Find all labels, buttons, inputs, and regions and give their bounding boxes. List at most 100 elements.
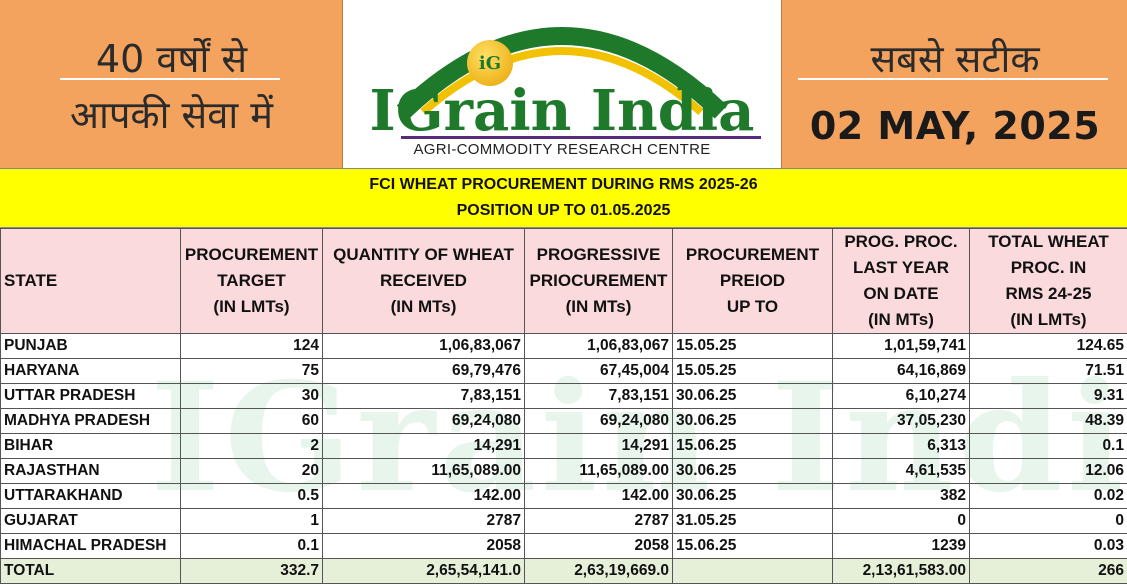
total-progressive: 2,63,19,669.0 bbox=[524, 558, 673, 584]
cell-total-prev: 0.1 bbox=[969, 433, 1127, 459]
cell-state: HARYANA bbox=[0, 358, 181, 384]
total-period bbox=[672, 558, 833, 584]
table-row: GUJARAT 1 2787 2787 31.05.25 0 0 bbox=[0, 508, 1127, 534]
tagline-line-2: आपकी सेवा में bbox=[70, 93, 273, 137]
cell-last-year: 382 bbox=[832, 483, 970, 509]
logo-subtitle: AGRI-COMMODITY RESEARCH CENTRE bbox=[413, 141, 711, 158]
cell-target: 0.5 bbox=[180, 483, 323, 509]
tagline-line-1: 40 वर्षों से bbox=[95, 37, 248, 81]
cell-last-year: 1239 bbox=[832, 533, 970, 559]
cell-last-year: 4,61,535 bbox=[832, 458, 970, 484]
total-received: 2,65,54,141.0 bbox=[322, 558, 525, 584]
cell-progressive: 1,06,83,067 bbox=[524, 333, 673, 359]
cell-period: 30.06.25 bbox=[672, 383, 833, 409]
cell-progressive: 69,24,080 bbox=[524, 408, 673, 434]
procurement-table: STATE PROCUREMENT TARGET (IN LMTs) QUANTIT… bbox=[0, 228, 1127, 584]
tagline-panel: 40 वर्षों से आपकी सेवा में bbox=[0, 0, 343, 168]
logo-badge-icon: iG bbox=[467, 40, 513, 86]
cell-last-year: 1,01,59,741 bbox=[832, 333, 970, 359]
cell-state: UTTARAKHAND bbox=[0, 483, 181, 509]
cell-total-prev: 48.39 bbox=[969, 408, 1127, 434]
cell-received: 2058 bbox=[322, 533, 525, 559]
logo-title: IGrain India bbox=[369, 78, 755, 144]
total-label: TOTAL bbox=[0, 558, 181, 584]
col-header-state: STATE bbox=[0, 228, 181, 334]
logo-arc-graphic bbox=[396, 27, 728, 119]
cell-progressive: 2787 bbox=[524, 508, 673, 534]
cell-total-prev: 9.31 bbox=[969, 383, 1127, 409]
cell-period: 30.06.25 bbox=[672, 408, 833, 434]
cell-received: 69,79,476 bbox=[322, 358, 525, 384]
cell-target: 2 bbox=[180, 433, 323, 459]
logo-underline bbox=[401, 136, 761, 139]
cell-received: 14,291 bbox=[322, 433, 525, 459]
cell-last-year: 0 bbox=[832, 508, 970, 534]
cell-state: BIHAR bbox=[0, 433, 181, 459]
logo-panel: iG IGrain India AGRI-COMMODITY RESEARCH … bbox=[343, 0, 781, 168]
cell-total-prev: 71.51 bbox=[969, 358, 1127, 384]
cell-state: RAJASTHAN bbox=[0, 458, 181, 484]
cell-progressive: 11,65,089.00 bbox=[524, 458, 673, 484]
table-row: UTTAR PRADESH 30 7,83,151 7,83,151 30.06… bbox=[0, 383, 1127, 409]
cell-target: 1 bbox=[180, 508, 323, 534]
col-header-total-prev: TOTAL WHEAT PROC. IN RMS 24-25 (IN LMTs) bbox=[969, 228, 1127, 334]
col-header-target: PROCUREMENT TARGET (IN LMTs) bbox=[180, 228, 323, 334]
table-row: RAJASTHAN 20 11,65,089.00 11,65,089.00 3… bbox=[0, 458, 1127, 484]
tagline-divider bbox=[60, 78, 280, 80]
cell-state: UTTAR PRADESH bbox=[0, 383, 181, 409]
cell-progressive: 142.00 bbox=[524, 483, 673, 509]
table-header-row: STATE PROCUREMENT TARGET (IN LMTs) QUANTIT… bbox=[0, 228, 1127, 334]
cell-progressive: 14,291 bbox=[524, 433, 673, 459]
cell-total-prev: 0.03 bbox=[969, 533, 1127, 559]
cell-state: HIMACHAL PRADESH bbox=[0, 533, 181, 559]
cell-period: 15.06.25 bbox=[672, 533, 833, 559]
report-date: 02 MAY, 2025 bbox=[809, 104, 1101, 148]
cell-received: 142.00 bbox=[322, 483, 525, 509]
total-target: 332.7 bbox=[180, 558, 323, 584]
cell-state: PUNJAB bbox=[0, 333, 181, 359]
cell-target: 20 bbox=[180, 458, 323, 484]
cell-period: 15.06.25 bbox=[672, 433, 833, 459]
cell-target: 0.1 bbox=[180, 533, 323, 559]
cell-state: MADHYA PRADESH bbox=[0, 408, 181, 434]
table-row: HIMACHAL PRADESH 0.1 2058 2058 15.06.25 … bbox=[0, 533, 1127, 559]
cell-total-prev: 0 bbox=[969, 508, 1127, 534]
report-title-bar: FCI WHEAT PROCUREMENT DURING RMS 2025-26… bbox=[0, 168, 1127, 228]
cell-last-year: 37,05,230 bbox=[832, 408, 970, 434]
report-title: FCI WHEAT PROCUREMENT DURING RMS 2025-26 bbox=[369, 176, 758, 193]
cell-progressive: 67,45,004 bbox=[524, 358, 673, 384]
cell-target: 124 bbox=[180, 333, 323, 359]
table-row: UTTARAKHAND 0.5 142.00 142.00 30.06.25 3… bbox=[0, 483, 1127, 509]
cell-received: 11,65,089.00 bbox=[322, 458, 525, 484]
cell-period: 15.05.25 bbox=[672, 358, 833, 384]
cell-last-year: 6,10,274 bbox=[832, 383, 970, 409]
cell-state: GUJARAT bbox=[0, 508, 181, 534]
total-total-prev: 266 bbox=[969, 558, 1127, 584]
accuracy-tagline: सबसे सटीक bbox=[870, 37, 1040, 81]
cell-target: 75 bbox=[180, 358, 323, 384]
col-header-last-year: PROG. PROC. LAST YEAR ON DATE (IN MTs) bbox=[832, 228, 970, 334]
cell-received: 7,83,151 bbox=[322, 383, 525, 409]
cell-period: 30.06.25 bbox=[672, 458, 833, 484]
cell-period: 30.06.25 bbox=[672, 483, 833, 509]
table-row: PUNJAB 124 1,06,83,067 1,06,83,067 15.05… bbox=[0, 333, 1127, 359]
date-divider bbox=[798, 78, 1108, 80]
cell-received: 2787 bbox=[322, 508, 525, 534]
col-header-period: PROCUREMENT PREIOD UP TO bbox=[672, 228, 833, 334]
table-row: BIHAR 2 14,291 14,291 15.06.25 6,313 0.1 bbox=[0, 433, 1127, 459]
table-total-row: TOTAL 332.7 2,65,54,141.0 2,63,19,669.0 … bbox=[0, 558, 1127, 584]
report-subtitle: POSITION UP TO 01.05.2025 bbox=[456, 202, 671, 219]
col-header-progressive: PROGRESSIVE PRIOCUREMENT (IN MTs) bbox=[524, 228, 673, 334]
cell-last-year: 64,16,869 bbox=[832, 358, 970, 384]
table-row: MADHYA PRADESH 60 69,24,080 69,24,080 30… bbox=[0, 408, 1127, 434]
cell-received: 69,24,080 bbox=[322, 408, 525, 434]
table-row: HARYANA 75 69,79,476 67,45,004 15.05.25 … bbox=[0, 358, 1127, 384]
col-header-received: QUANTITY OF WHEAT RECEIVED (IN MTs) bbox=[322, 228, 525, 334]
cell-period: 31.05.25 bbox=[672, 508, 833, 534]
banner: 40 वर्षों से आपकी सेवा में iG IGrain Ind… bbox=[0, 0, 1127, 168]
cell-received: 1,06,83,067 bbox=[322, 333, 525, 359]
cell-progressive: 7,83,151 bbox=[524, 383, 673, 409]
cell-last-year: 6,313 bbox=[832, 433, 970, 459]
cell-total-prev: 0.02 bbox=[969, 483, 1127, 509]
total-last-year: 2,13,61,583.00 bbox=[832, 558, 970, 584]
